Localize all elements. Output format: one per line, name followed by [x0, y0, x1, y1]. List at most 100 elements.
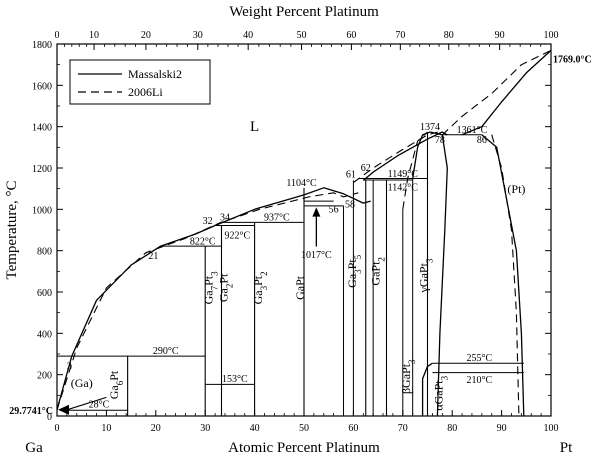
annotation-1017-c: 1017°C	[301, 250, 332, 261]
top-tick-label-90: 90	[495, 30, 505, 41]
phase-label-part-ga7pt3-2: Pt	[202, 275, 216, 286]
legend-box	[69, 59, 211, 105]
x-tick-label-90: 90	[497, 423, 507, 434]
arrow-1017c-head	[312, 207, 321, 217]
series-2006li-liquidus-pt-side	[441, 49, 552, 136]
y-tick-label-400: 400	[37, 329, 52, 340]
x-tick-label-30: 30	[200, 423, 210, 434]
phase-label-part-ga6pt-2: Pt	[107, 370, 121, 381]
x-tick-label-20: 20	[151, 423, 161, 434]
annotation-1104-c: 1104°C	[286, 178, 317, 189]
labels-group: L (Pt) (Ga) 1374 1361°C 78 86 1104°C 1149°C 1142°…	[9, 54, 591, 416]
phase-label-gapt2: GaPt2	[369, 257, 387, 286]
phase-label-part-ga6pt-1: 6	[115, 380, 125, 385]
y-tick-label-1200: 1200	[32, 164, 52, 175]
phase-label-part-gapt-0: GaPt	[293, 275, 307, 300]
x-tick-label-40: 40	[250, 423, 260, 434]
y-tick-label-1400: 1400	[32, 123, 52, 134]
series-2006li-gapt3-left-dashed	[402, 131, 428, 210]
phase-label-part-gapt3-1: 3	[425, 258, 435, 263]
phase-label-gapt: GaPt	[293, 275, 307, 300]
ga-melting-arrow-shaft	[66, 396, 107, 411]
top-tick-label-0: 0	[55, 30, 60, 41]
phase-label-gapt3: αGaPt3	[431, 375, 449, 410]
y-tick-label-1000: 1000	[32, 205, 52, 216]
phase-label-part-ga7pt3-3: 3	[210, 271, 220, 276]
legend-group: Massalski2 2006Li	[69, 59, 211, 105]
phase-label-part-gapt2-0: GaPt	[369, 261, 383, 286]
phase-label-ga3pt5: Ga3Pt5	[345, 254, 363, 288]
y-tick-label-1800: 1800	[32, 40, 52, 51]
annotation-32: 32	[203, 216, 213, 227]
annotation-255-c: 255°C	[467, 353, 493, 364]
phase-label-part-ga3pt5-2: Pt	[345, 259, 359, 270]
top-tick-label-60: 60	[346, 30, 356, 41]
y-tick-label-0: 0	[47, 412, 52, 423]
y-tick-label-600: 600	[37, 288, 52, 299]
annotation-21: 21	[148, 251, 158, 262]
annotation-290-c: 290°C	[153, 346, 179, 357]
top-tick-label-80: 80	[444, 30, 454, 41]
ga-melting-arrow-head	[58, 404, 69, 415]
series-massalski2-liquidus-pt-side	[461, 49, 552, 136]
series-massalski2-gapt3-right	[429, 131, 448, 417]
phase-label-ga7pt3: Ga7Pt3	[202, 271, 220, 305]
phase-label-part-ga3pt5-3: 5	[353, 254, 363, 259]
phase-label-gapt3: γGaPt3	[417, 258, 435, 293]
top-tick-label-30: 30	[193, 30, 203, 41]
phase-label-part-ga7pt3-0: Ga	[202, 290, 216, 305]
phase-label-part-ga3pt2-3: 2	[259, 271, 269, 276]
phase-label-part-ga2pt-1: 2	[224, 284, 234, 289]
y-tick-label-1600: 1600	[32, 81, 52, 92]
annotation-56: 56	[329, 204, 339, 215]
phase-label-part-ga3pt2-1: 3	[259, 285, 269, 290]
legend-label-2006li: 2006Li	[128, 85, 163, 99]
phase-label-ga6pt: Ga6Pt	[107, 370, 125, 399]
series-massalski2-liquidus-gapt3	[362, 131, 448, 181]
annotation-78: 78	[435, 135, 445, 146]
phase-label-part-ga3pt5-1: 3	[353, 269, 363, 274]
annotation-3: 3	[67, 362, 72, 373]
phase-label-part-gapt3-1: 3	[407, 359, 417, 364]
annotation-28-c: 28°C	[89, 400, 110, 411]
phase-label-part-ga3pt2-0: Ga	[251, 290, 265, 305]
series-2006li-liquidus-gapt3	[353, 130, 443, 183]
annotation-58: 58	[345, 199, 355, 210]
x-axis-label: Atomic Percent Platinum	[228, 440, 380, 456]
annotation-pt: (Pt)	[507, 182, 525, 196]
annotation-34: 34	[220, 213, 230, 224]
top-tick-label-20: 20	[141, 30, 151, 41]
phase-label-part-gapt3-0: γGaPt	[417, 262, 431, 293]
phase-label-part-gapt3-1: 3	[439, 375, 449, 380]
phase-label-part-ga7pt3-1: 7	[210, 285, 220, 290]
annotation-86: 86	[477, 135, 487, 146]
y-axis-label: Temperature, °C	[4, 180, 20, 279]
top-tick-label-10: 10	[89, 30, 99, 41]
phase-label-part-ga2pt-2: Pt	[216, 273, 230, 284]
series-massalski2-solidus-pt-side	[481, 134, 525, 417]
phase-label-part-ga3pt5-0: Ga	[345, 273, 359, 288]
series-2006li-solidus-pt-side	[491, 134, 520, 417]
annotation-l: L	[250, 119, 259, 135]
x-axis-right-element: Pt	[560, 440, 573, 456]
legend-label-massalski2: Massalski2	[128, 67, 182, 81]
annotation-210-c: 210°C	[467, 375, 493, 386]
phase-label-ga3pt2: Ga3Pt2	[251, 271, 269, 304]
phase-label-part-gapt2-1: 2	[377, 257, 387, 262]
y-tick-label-800: 800	[37, 247, 52, 258]
x-tick-label-10: 10	[101, 423, 111, 434]
series-massalski2-alpha-beta-gapt3	[421, 362, 433, 416]
top-tick-label-50: 50	[297, 30, 307, 41]
x-tick-label-0: 0	[55, 423, 60, 434]
annotation-937-c: 937°C	[264, 213, 290, 224]
phase-label-gapt3: βGaPt3	[399, 359, 417, 394]
annotation-61: 61	[346, 169, 356, 180]
annotation-922-c: 922°C	[224, 230, 250, 241]
phase-label-part-gapt3-0: αGaPt	[431, 380, 445, 411]
annotation-29-7741c: 29.7741°C	[9, 406, 53, 417]
series-2006li-liquidus-ga-side	[56, 192, 359, 410]
x-tick-label-50: 50	[299, 423, 309, 434]
